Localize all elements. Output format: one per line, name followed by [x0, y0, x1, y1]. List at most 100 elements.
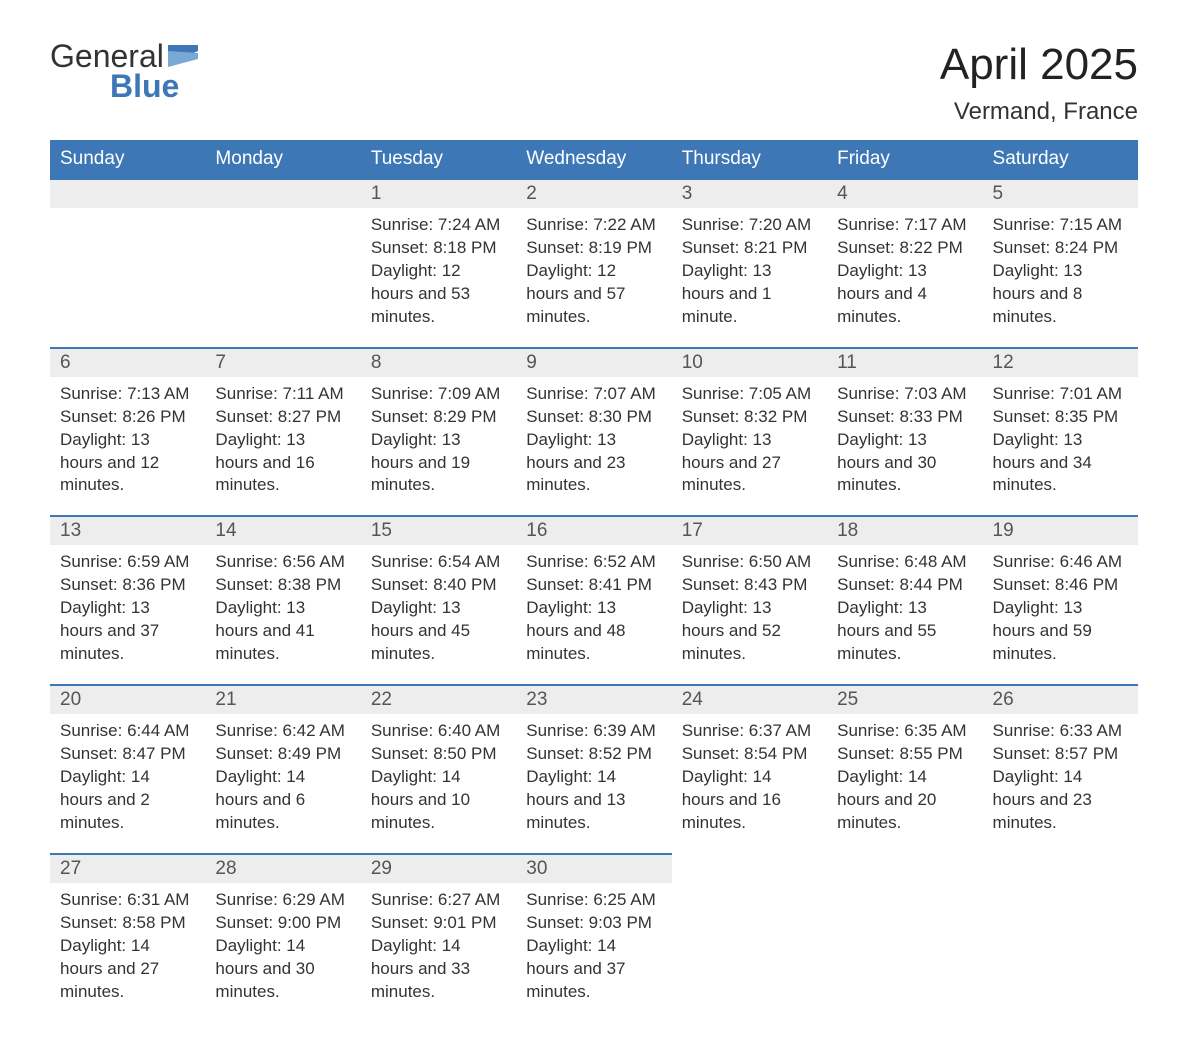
day-header: Sunday [50, 140, 205, 179]
daylight-line: Daylight: 14 hours and 10 minutes. [371, 766, 506, 835]
daylight-line: Daylight: 14 hours and 33 minutes. [371, 935, 506, 1004]
day-number-cell: 15 [361, 516, 516, 545]
daylight-line: Daylight: 13 hours and 45 minutes. [371, 597, 506, 666]
day-number-cell: 21 [205, 685, 360, 714]
day-content-cell: Sunrise: 7:22 AMSunset: 8:19 PMDaylight:… [516, 208, 671, 348]
daylight-line: Daylight: 13 hours and 52 minutes. [682, 597, 817, 666]
week-daynum-row: 6789101112 [50, 348, 1138, 377]
sunset-line: Sunset: 8:52 PM [526, 743, 661, 766]
day-content-cell: Sunrise: 6:39 AMSunset: 8:52 PMDaylight:… [516, 714, 671, 854]
day-content-cell: Sunrise: 6:48 AMSunset: 8:44 PMDaylight:… [827, 545, 982, 685]
sunset-line: Sunset: 8:27 PM [215, 406, 350, 429]
daylight-line: Daylight: 13 hours and 59 minutes. [993, 597, 1128, 666]
sunset-line: Sunset: 8:19 PM [526, 237, 661, 260]
sunrise-line: Sunrise: 6:39 AM [526, 720, 661, 743]
sunrise-line: Sunrise: 6:42 AM [215, 720, 350, 743]
sunset-line: Sunset: 8:43 PM [682, 574, 817, 597]
day-header: Wednesday [516, 140, 671, 179]
daylight-line: Daylight: 12 hours and 57 minutes. [526, 260, 661, 329]
sunrise-line: Sunrise: 7:07 AM [526, 383, 661, 406]
sunset-line: Sunset: 8:22 PM [837, 237, 972, 260]
day-header: Saturday [983, 140, 1138, 179]
daylight-line: Daylight: 13 hours and 37 minutes. [60, 597, 195, 666]
sunset-line: Sunset: 8:41 PM [526, 574, 661, 597]
sunrise-line: Sunrise: 6:52 AM [526, 551, 661, 574]
day-content-cell: Sunrise: 7:13 AMSunset: 8:26 PMDaylight:… [50, 377, 205, 517]
day-content-cell: Sunrise: 7:07 AMSunset: 8:30 PMDaylight:… [516, 377, 671, 517]
sunset-line: Sunset: 8:54 PM [682, 743, 817, 766]
day-header: Friday [827, 140, 982, 179]
day-number-cell [983, 854, 1138, 883]
day-content-cell: Sunrise: 7:03 AMSunset: 8:33 PMDaylight:… [827, 377, 982, 517]
day-number-cell: 9 [516, 348, 671, 377]
sunrise-line: Sunrise: 6:50 AM [682, 551, 817, 574]
daylight-line: Daylight: 13 hours and 48 minutes. [526, 597, 661, 666]
day-content-cell: Sunrise: 7:20 AMSunset: 8:21 PMDaylight:… [672, 208, 827, 348]
sunset-line: Sunset: 8:30 PM [526, 406, 661, 429]
sunset-line: Sunset: 8:21 PM [682, 237, 817, 260]
sunset-line: Sunset: 8:32 PM [682, 406, 817, 429]
daylight-line: Daylight: 13 hours and 41 minutes. [215, 597, 350, 666]
day-content-cell: Sunrise: 6:27 AMSunset: 9:01 PMDaylight:… [361, 883, 516, 1022]
day-content-cell: Sunrise: 7:11 AMSunset: 8:27 PMDaylight:… [205, 377, 360, 517]
daylight-line: Daylight: 13 hours and 12 minutes. [60, 429, 195, 498]
sunrise-line: Sunrise: 6:25 AM [526, 889, 661, 912]
day-number-cell: 5 [983, 179, 1138, 208]
sunrise-line: Sunrise: 6:44 AM [60, 720, 195, 743]
week-content-row: Sunrise: 6:31 AMSunset: 8:58 PMDaylight:… [50, 883, 1138, 1022]
daylight-line: Daylight: 13 hours and 1 minute. [682, 260, 817, 329]
sunrise-line: Sunrise: 6:35 AM [837, 720, 972, 743]
calendar-table: SundayMondayTuesdayWednesdayThursdayFrid… [50, 140, 1138, 1021]
sunset-line: Sunset: 8:57 PM [993, 743, 1128, 766]
daylight-line: Daylight: 14 hours and 30 minutes. [215, 935, 350, 1004]
daylight-line: Daylight: 14 hours and 13 minutes. [526, 766, 661, 835]
sunset-line: Sunset: 8:50 PM [371, 743, 506, 766]
sunset-line: Sunset: 8:26 PM [60, 406, 195, 429]
day-number-cell [50, 179, 205, 208]
sunrise-line: Sunrise: 6:48 AM [837, 551, 972, 574]
day-number-cell: 1 [361, 179, 516, 208]
day-number-cell: 6 [50, 348, 205, 377]
day-content-cell: Sunrise: 7:05 AMSunset: 8:32 PMDaylight:… [672, 377, 827, 517]
sunset-line: Sunset: 8:35 PM [993, 406, 1128, 429]
sunrise-line: Sunrise: 7:15 AM [993, 214, 1128, 237]
sunrise-line: Sunrise: 6:40 AM [371, 720, 506, 743]
day-number-cell: 27 [50, 854, 205, 883]
day-number-cell: 12 [983, 348, 1138, 377]
day-number-cell: 25 [827, 685, 982, 714]
sunset-line: Sunset: 9:03 PM [526, 912, 661, 935]
week-content-row: Sunrise: 7:13 AMSunset: 8:26 PMDaylight:… [50, 377, 1138, 517]
daylight-line: Daylight: 13 hours and 4 minutes. [837, 260, 972, 329]
sunrise-line: Sunrise: 6:59 AM [60, 551, 195, 574]
day-content-cell: Sunrise: 6:42 AMSunset: 8:49 PMDaylight:… [205, 714, 360, 854]
day-number-cell: 19 [983, 516, 1138, 545]
sunset-line: Sunset: 8:44 PM [837, 574, 972, 597]
day-number-cell: 4 [827, 179, 982, 208]
day-number-cell: 10 [672, 348, 827, 377]
day-number-cell: 23 [516, 685, 671, 714]
daylight-line: Daylight: 13 hours and 30 minutes. [837, 429, 972, 498]
daylight-line: Daylight: 14 hours and 27 minutes. [60, 935, 195, 1004]
day-content-cell: Sunrise: 7:01 AMSunset: 8:35 PMDaylight:… [983, 377, 1138, 517]
week-daynum-row: 27282930 [50, 854, 1138, 883]
daylight-line: Daylight: 13 hours and 34 minutes. [993, 429, 1128, 498]
day-content-cell: Sunrise: 7:24 AMSunset: 8:18 PMDaylight:… [361, 208, 516, 348]
day-number-cell: 7 [205, 348, 360, 377]
sunset-line: Sunset: 8:18 PM [371, 237, 506, 260]
location: Vermand, France [940, 98, 1138, 126]
daylight-line: Daylight: 14 hours and 37 minutes. [526, 935, 661, 1004]
month-title: April 2025 [940, 40, 1138, 90]
sunrise-line: Sunrise: 6:27 AM [371, 889, 506, 912]
sunrise-line: Sunrise: 7:05 AM [682, 383, 817, 406]
day-number-cell: 29 [361, 854, 516, 883]
sunset-line: Sunset: 8:55 PM [837, 743, 972, 766]
day-number-cell: 3 [672, 179, 827, 208]
day-content-cell: Sunrise: 7:17 AMSunset: 8:22 PMDaylight:… [827, 208, 982, 348]
day-header-row: SundayMondayTuesdayWednesdayThursdayFrid… [50, 140, 1138, 179]
day-number-cell: 14 [205, 516, 360, 545]
sunset-line: Sunset: 9:00 PM [215, 912, 350, 935]
day-number-cell [827, 854, 982, 883]
day-content-cell: Sunrise: 7:15 AMSunset: 8:24 PMDaylight:… [983, 208, 1138, 348]
day-number-cell: 2 [516, 179, 671, 208]
daylight-line: Daylight: 14 hours and 2 minutes. [60, 766, 195, 835]
